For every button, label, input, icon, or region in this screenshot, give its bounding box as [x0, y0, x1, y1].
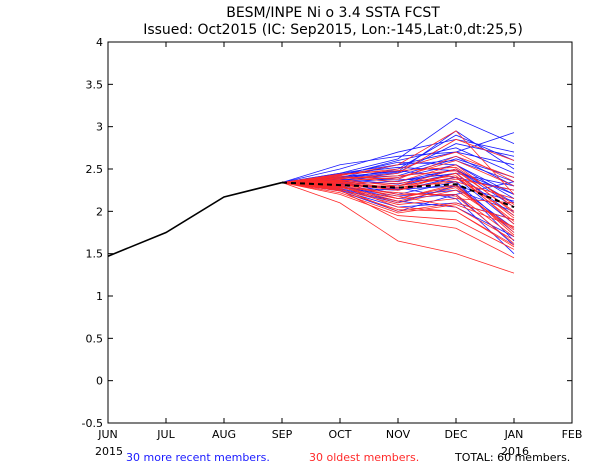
ensemble-mean-line — [281, 181, 515, 209]
y-tick-label: -0.5 — [82, 417, 103, 430]
oldest-member-line-21 — [281, 170, 515, 212]
legend-oldest-label: 30 oldest members. — [309, 451, 419, 464]
oldest-member-line-7 — [281, 164, 515, 208]
oldest-member-line-16 — [281, 168, 515, 214]
oldest-member-line-24 — [281, 155, 515, 183]
x-tick-label: OCT — [328, 428, 351, 441]
x-tick-label: JUN — [97, 428, 118, 441]
x-tick-label: AUG — [212, 428, 236, 441]
y-tick-label: 1 — [96, 290, 103, 303]
oldest-member-line-30 — [281, 172, 515, 219]
oldest-member-line-2 — [281, 182, 515, 259]
oldest-member-line-22 — [281, 182, 515, 248]
chart-title: BESM/INPE Ni o 3.4 SSTA FCST — [226, 5, 440, 21]
x-tick-label: DEC — [444, 428, 467, 441]
y-tick-labels: -0.5 0 0.5 1 1.5 2 2.5 3 3.5 4 — [82, 36, 103, 430]
oldest-member-line-29 — [281, 182, 515, 227]
y-tick-label: 3.5 — [86, 78, 104, 91]
oldest-member-line-23 — [281, 181, 515, 236]
x-tick-label: JUL — [156, 428, 175, 441]
x-tick-label: NOV — [386, 428, 411, 441]
plot-frame — [107, 41, 573, 424]
recent-member-line-17 — [281, 151, 515, 183]
x-tick-label: SEP — [272, 428, 293, 441]
x-year-end: 2016 — [501, 445, 529, 458]
series-oldest-members — [281, 130, 515, 274]
y-tick-label: 1.5 — [86, 248, 104, 261]
plot-area — [107, 41, 573, 424]
oldest-member-line-14 — [281, 181, 515, 200]
observed-line — [107, 181, 283, 257]
y-tick-label: 4 — [96, 36, 103, 49]
y-tick-label: 0 — [96, 375, 103, 388]
y-tick-label: 2.5 — [86, 163, 104, 176]
oldest-member-line-8 — [281, 182, 515, 221]
oldest-member-line-19 — [281, 182, 515, 205]
oldest-member-line-15 — [281, 182, 515, 229]
oldest-member-line-10 — [281, 130, 515, 195]
y-tick-label: 2 — [96, 205, 103, 218]
x-year-start: 2015 — [95, 445, 123, 458]
oldest-member-line-28 — [281, 166, 515, 205]
legend-recent-label: 30 more recent members. — [126, 451, 270, 464]
oldest-member-line-9 — [281, 138, 515, 183]
y-tick-label: 3 — [96, 121, 103, 134]
oldest-member-line-12 — [281, 182, 515, 250]
axis-ticks — [107, 41, 573, 424]
x-tick-labels: JUN JUL AUG SEP OCT NOV DEC JAN FEB — [97, 428, 582, 441]
y-tick-label: 0.5 — [86, 332, 104, 345]
oldest-member-line-20 — [282, 175, 515, 222]
oldest-member-line-1 — [281, 182, 515, 274]
legend-total-label: TOTAL: 60 members. — [454, 451, 570, 464]
x-tick-label: FEB — [562, 428, 583, 441]
chart-subtitle: Issued: Oct2015 (IC: Sep2015, Lon:-145,L… — [143, 22, 523, 38]
x-tick-label: JAN — [504, 428, 524, 441]
oldest-member-line-18 — [281, 151, 515, 183]
